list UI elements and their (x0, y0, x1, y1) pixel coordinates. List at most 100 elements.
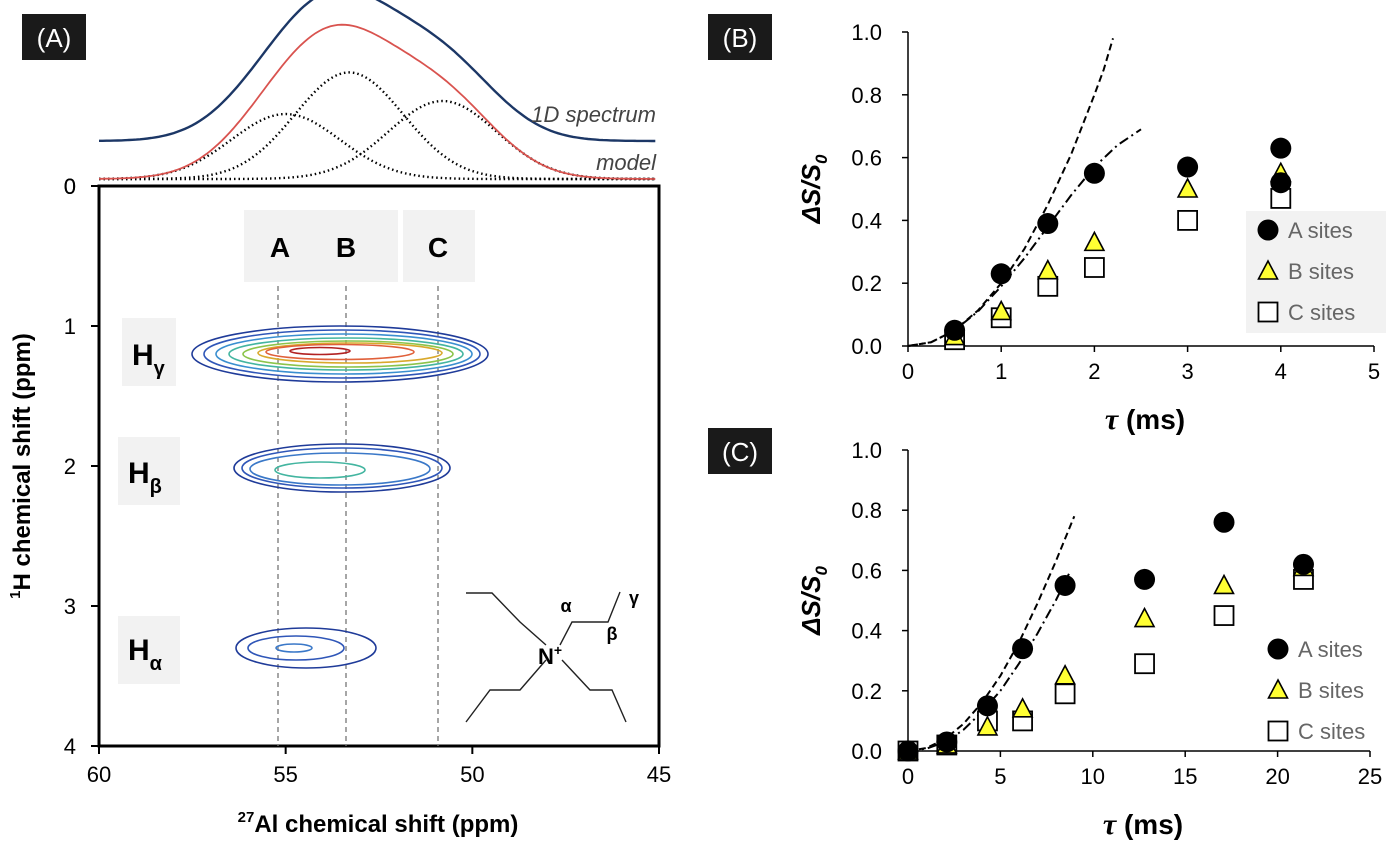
panel-c-label: (C) (722, 437, 758, 467)
y-axis-title: ΔS/S0 (796, 154, 831, 224)
x-tick-label-a: 50 (460, 762, 484, 787)
x-tick-label: 1 (995, 359, 1007, 384)
plot-b: 0 1 2 3 4 5 0.0 0.2 0.4 0.6 0.8 1.0 τ (ms) ΔS/S0 A sit… (796, 20, 1380, 436)
x-tick-label: 4 (1275, 359, 1287, 384)
y-tick-label: 0.8 (851, 498, 882, 523)
legend-label-series-3: C sites (1298, 719, 1365, 744)
x-tick-label: 20 (1265, 764, 1289, 789)
site-a-label: A (270, 232, 290, 263)
y-tick-label: 0.8 (851, 83, 882, 108)
model-component-b (99, 71, 656, 181)
h-beta-box (118, 437, 180, 505)
panel-a-label: (A) (37, 23, 72, 53)
data-point-series-3 (1177, 209, 1198, 231)
x-tick-label-a: 55 (273, 762, 297, 787)
projection-zero-label: 0 (64, 174, 76, 199)
h-gamma-label: Hγ (132, 339, 166, 380)
y-tick-label: 0.2 (851, 679, 882, 704)
y-tick-label: 0.2 (851, 271, 882, 296)
data-point-series-1 (944, 319, 966, 341)
x-tick-label-a: 60 (87, 762, 111, 787)
y-tick-label-a: 4 (64, 734, 76, 759)
data-point-series-1 (976, 695, 998, 717)
x-tick-label: 5 (994, 764, 1006, 789)
panel-b-label-box (708, 14, 772, 60)
data-point-series-1 (1292, 553, 1314, 575)
h-alpha-box (118, 616, 180, 684)
x-tick-label: 3 (1181, 359, 1193, 384)
contour-h-beta (233, 443, 451, 493)
alpha-label: α (560, 596, 571, 616)
data-point-series-1 (897, 740, 919, 762)
data-point-series-3 (1054, 683, 1076, 705)
data-point-series-1 (990, 263, 1012, 285)
contour-h-gamma (191, 325, 489, 383)
x-tick-label: 15 (1173, 764, 1197, 789)
panel-a-label-box (22, 14, 86, 60)
h-alpha-label: Hα (128, 634, 163, 675)
panel-c: (C) 0 5 10 15 20 25 0.0 0.2 0.4 0.6 0.8 1.0 τ (ms) ΔS… (708, 428, 1382, 841)
legend-marker-series-3 (1267, 720, 1289, 742)
legend-marker-series-1 (1257, 219, 1279, 241)
x-axis-title-a: 27Al chemical shift (ppm) (238, 809, 519, 838)
panel-a: (A) 0 1D spectrum model A B C (7, 0, 671, 838)
legend-label-series-1: A sites (1298, 637, 1363, 662)
legend-label-series-2: B sites (1298, 678, 1364, 703)
data-point-series-1 (1213, 511, 1235, 533)
site-b-label: B (336, 232, 356, 263)
panel-c-label-box (708, 428, 772, 474)
y-tick-label: 1.0 (851, 20, 882, 45)
site-b-box (292, 210, 398, 282)
legend-label-series-2: B sites (1288, 259, 1354, 284)
site-c-label: C (428, 232, 448, 263)
x-axis-title: τ (ms) (1103, 808, 1183, 841)
data-point-series-3 (1084, 257, 1105, 278)
x-tick-label: 25 (1358, 764, 1382, 789)
data-point-series-2 (1213, 573, 1235, 595)
projection-spectra: 0 (64, 0, 656, 199)
data-point-series-2 (1083, 230, 1106, 252)
y-tick-label: 0.4 (851, 208, 882, 233)
legend-label-series-3: C sites (1288, 300, 1355, 325)
x-tick-label: 2 (1088, 359, 1100, 384)
x-tick-label: 10 (1081, 764, 1105, 789)
site-c-box (403, 210, 475, 282)
legend-marker-series-2 (1257, 259, 1279, 280)
y-tick-label-a: 2 (64, 454, 76, 479)
y-tick-label-a: 3 (64, 594, 76, 619)
y-tick-label: 0.6 (851, 558, 882, 583)
data-point-series-1 (1270, 137, 1292, 159)
contour-h-alpha (235, 627, 377, 669)
x-axis-title: τ (ms) (1105, 403, 1185, 436)
beta-label: β (607, 624, 618, 644)
data-point-series-3 (1134, 653, 1155, 675)
data-point-series-2 (1054, 664, 1076, 685)
legend-marker-series-2 (1267, 678, 1289, 699)
nitrogen-label: N+ (538, 642, 562, 669)
data-point-series-1 (1037, 213, 1059, 235)
data-point-series-1 (1054, 574, 1076, 596)
spectrum-label: 1D spectrum (531, 102, 656, 127)
data-point-series-2 (1011, 697, 1034, 718)
data-point-series-2 (1176, 177, 1199, 198)
data-point-series-2 (1036, 258, 1059, 280)
data-point-series-1 (1083, 162, 1105, 184)
y-tick-label-a: 0 (64, 174, 76, 199)
model-label: model (596, 150, 657, 175)
y-tick-label: 0.0 (851, 739, 882, 764)
legend-marker-series-1 (1267, 638, 1289, 660)
fit-curve-dash-dot (907, 128, 1142, 347)
y-tick-label: 0.6 (851, 146, 882, 171)
molecule-structure (465, 591, 627, 723)
panel-b-label: (B) (723, 23, 758, 53)
data-point-series-2 (976, 715, 999, 736)
legend-marker-series-3 (1257, 301, 1279, 323)
data-point-series-1 (1270, 172, 1292, 194)
y-axis-title: ΔS/S0 (796, 566, 831, 636)
h-beta-label: Hβ (128, 457, 162, 498)
data-point-series-3 (1213, 605, 1235, 626)
data-point-series-2 (1133, 606, 1156, 628)
x-tick-label: 0 (902, 359, 914, 384)
legend-label-series-1: A sites (1288, 218, 1353, 243)
